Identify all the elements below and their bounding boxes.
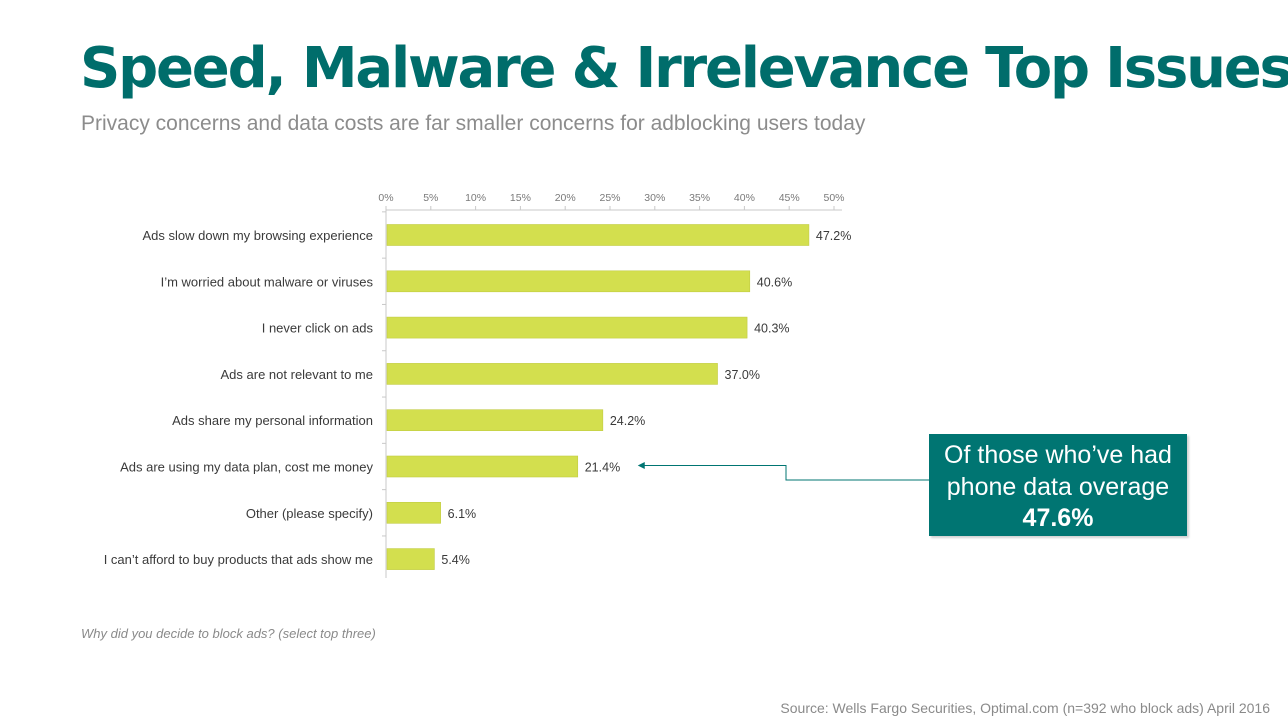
data-label: 6.1% bbox=[448, 507, 477, 521]
callout-connector bbox=[643, 465, 929, 481]
data-label: 24.2% bbox=[610, 414, 645, 428]
callout-box: Of those who’ve had phone data overage 4… bbox=[929, 434, 1187, 536]
bar bbox=[386, 409, 604, 432]
data-label: 40.6% bbox=[757, 275, 792, 289]
bar bbox=[386, 363, 718, 385]
page-title: Speed, Malware & Irrelevance Top Issues bbox=[80, 36, 1288, 101]
x-tick-label: 5% bbox=[423, 192, 438, 204]
category-label: Other (please specify) bbox=[246, 506, 373, 521]
x-tick-label: 10% bbox=[465, 192, 486, 204]
category-label: Ads slow down my browsing experience bbox=[143, 228, 374, 243]
page-subtitle: Privacy concerns and data costs are far … bbox=[81, 112, 866, 135]
bar bbox=[386, 316, 748, 339]
x-tick-label: 45% bbox=[779, 192, 800, 204]
callout-line-1: Of those who’ve had bbox=[944, 441, 1172, 469]
x-tick-label: 50% bbox=[823, 192, 844, 204]
category-label: Ads are using my data plan, cost me mone… bbox=[120, 460, 373, 475]
category-label: I’m worried about malware or viruses bbox=[161, 274, 374, 289]
category-label: I never click on ads bbox=[262, 321, 374, 336]
data-label: 40.3% bbox=[754, 322, 789, 336]
survey-question: Why did you decide to block ads? (select… bbox=[81, 626, 376, 641]
category-label: I can’t afford to buy products that ads … bbox=[104, 552, 373, 567]
callout-value: 47.6% bbox=[1022, 504, 1094, 532]
x-tick-label: 25% bbox=[599, 192, 620, 204]
x-tick-label: 15% bbox=[510, 192, 531, 204]
x-tick-label: 30% bbox=[644, 192, 665, 204]
category-label: Ads share my personal information bbox=[172, 413, 373, 428]
source-note: Source: Wells Fargo Securities, Optimal.… bbox=[780, 700, 1270, 716]
bar bbox=[386, 224, 810, 246]
callout-line-2: phone data overage bbox=[946, 473, 1170, 501]
bar bbox=[386, 501, 441, 524]
category-label: Ads are not relevant to me bbox=[221, 367, 373, 382]
x-tick-label: 35% bbox=[689, 192, 710, 204]
bar bbox=[386, 548, 435, 570]
data-label: 21.4% bbox=[585, 461, 620, 475]
data-label: 47.2% bbox=[816, 229, 851, 243]
data-label: 37.0% bbox=[725, 368, 760, 382]
bar bbox=[386, 270, 751, 293]
x-tick-label: 0% bbox=[378, 192, 393, 204]
x-tick-label: 20% bbox=[555, 192, 576, 204]
data-label: 5.4% bbox=[441, 553, 470, 567]
callout-arrowhead bbox=[637, 462, 645, 469]
bar bbox=[386, 455, 579, 478]
x-tick-label: 40% bbox=[734, 192, 755, 204]
